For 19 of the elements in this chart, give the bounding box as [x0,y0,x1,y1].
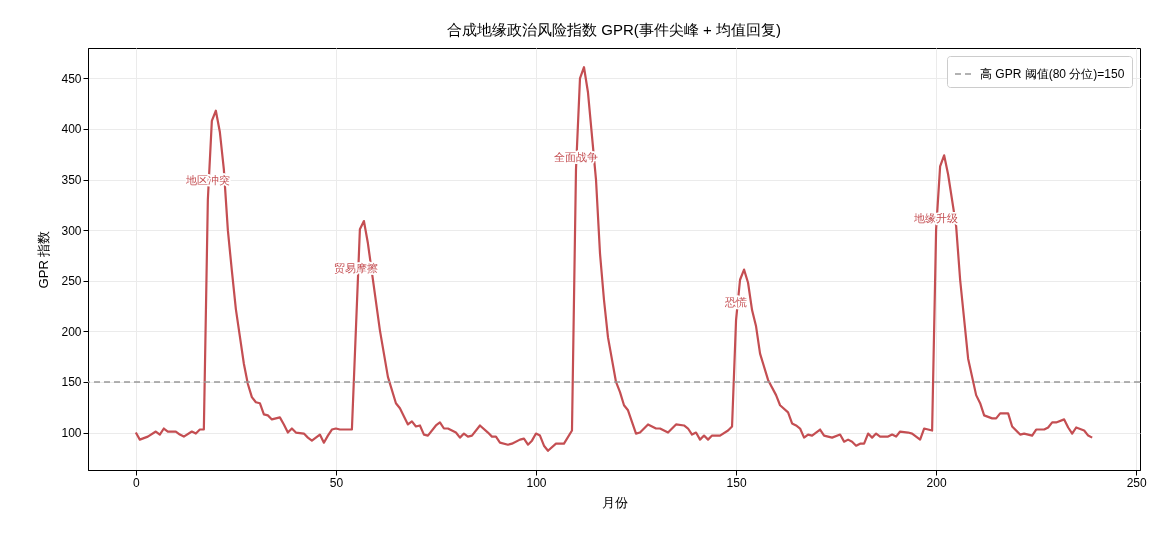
x-axis-title: 月份 [601,494,628,510]
line-series [134,66,1094,452]
x-tick-label: 150 [726,475,747,490]
y-tick-label: 300 [61,223,82,238]
y-tick-label: 200 [61,324,82,339]
x-tick-label: 200 [926,475,947,490]
y-tick-label: 350 [61,173,82,188]
y-axis-title: GPR 指数 [36,230,52,289]
y-tick-label: 150 [61,375,82,390]
x-tick-label: 100 [526,475,547,490]
x-tick-label: 50 [329,475,344,490]
legend-label: 高 GPR 阈值(80 分位)=150 [980,67,1125,81]
y-tick-label: 250 [61,274,82,289]
chart-title: 合成地缘政治风险指数 GPR(事件尖峰 + 均值回复) [447,21,781,38]
x-tick-label: 0 [132,475,140,490]
y-tick-label: 400 [61,122,82,137]
y-tick-label: 100 [61,426,82,441]
y-tick-label: 450 [61,71,82,86]
x-tick-label: 250 [1126,475,1148,490]
